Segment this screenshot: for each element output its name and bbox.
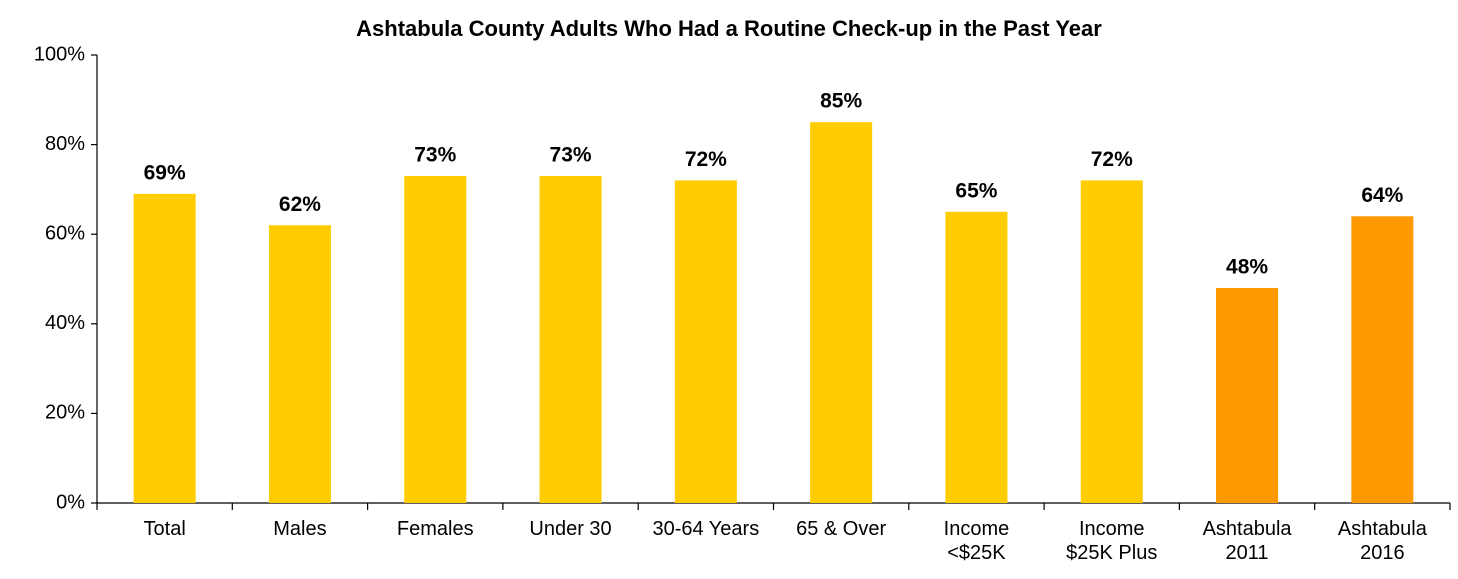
y-tick-label: 100% — [34, 43, 85, 65]
value-label: 64% — [1361, 184, 1403, 207]
x-tick-label: Income <$25K — [943, 518, 1010, 564]
x-tick-label: Income $25K Plus — [1066, 518, 1158, 564]
chart-title: Ashtabula County Adults Who Had a Routin… — [356, 16, 1102, 41]
x-tick-label: Males — [273, 518, 327, 540]
y-tick-label: 20% — [45, 402, 85, 424]
bar — [1216, 287, 1279, 503]
y-tick-label: 40% — [45, 312, 85, 334]
x-tick-label: 30-64 Years — [652, 518, 760, 540]
bar — [810, 122, 873, 503]
value-label: 69% — [144, 161, 186, 184]
value-label: 73% — [550, 144, 592, 167]
bar — [539, 175, 602, 503]
value-label: 73% — [414, 144, 456, 167]
value-label: 48% — [1226, 256, 1268, 279]
bar — [404, 175, 467, 503]
value-label: 85% — [820, 90, 862, 113]
bar — [268, 225, 331, 504]
x-tick-label: 65 & Over — [796, 518, 887, 540]
bar — [945, 211, 1008, 504]
bar — [1080, 180, 1143, 503]
bar — [674, 180, 737, 503]
x-tick-label: Females — [396, 518, 474, 540]
y-tick-label: 0% — [56, 491, 85, 513]
x-tick-label: Total — [143, 518, 186, 540]
y-tick-label: 80% — [45, 133, 85, 155]
value-label: 72% — [685, 148, 727, 171]
value-label: 72% — [1091, 148, 1133, 171]
y-tick-label: 60% — [45, 222, 85, 244]
value-label: 62% — [279, 193, 321, 216]
value-label: 65% — [955, 179, 997, 202]
x-tick-label: Under 30 — [529, 518, 612, 540]
x-tick-label: Ashtabula 2011 — [1202, 518, 1292, 564]
bar — [133, 193, 196, 503]
bar — [1351, 216, 1414, 503]
x-tick-label: Ashtabula 2016 — [1337, 518, 1427, 564]
